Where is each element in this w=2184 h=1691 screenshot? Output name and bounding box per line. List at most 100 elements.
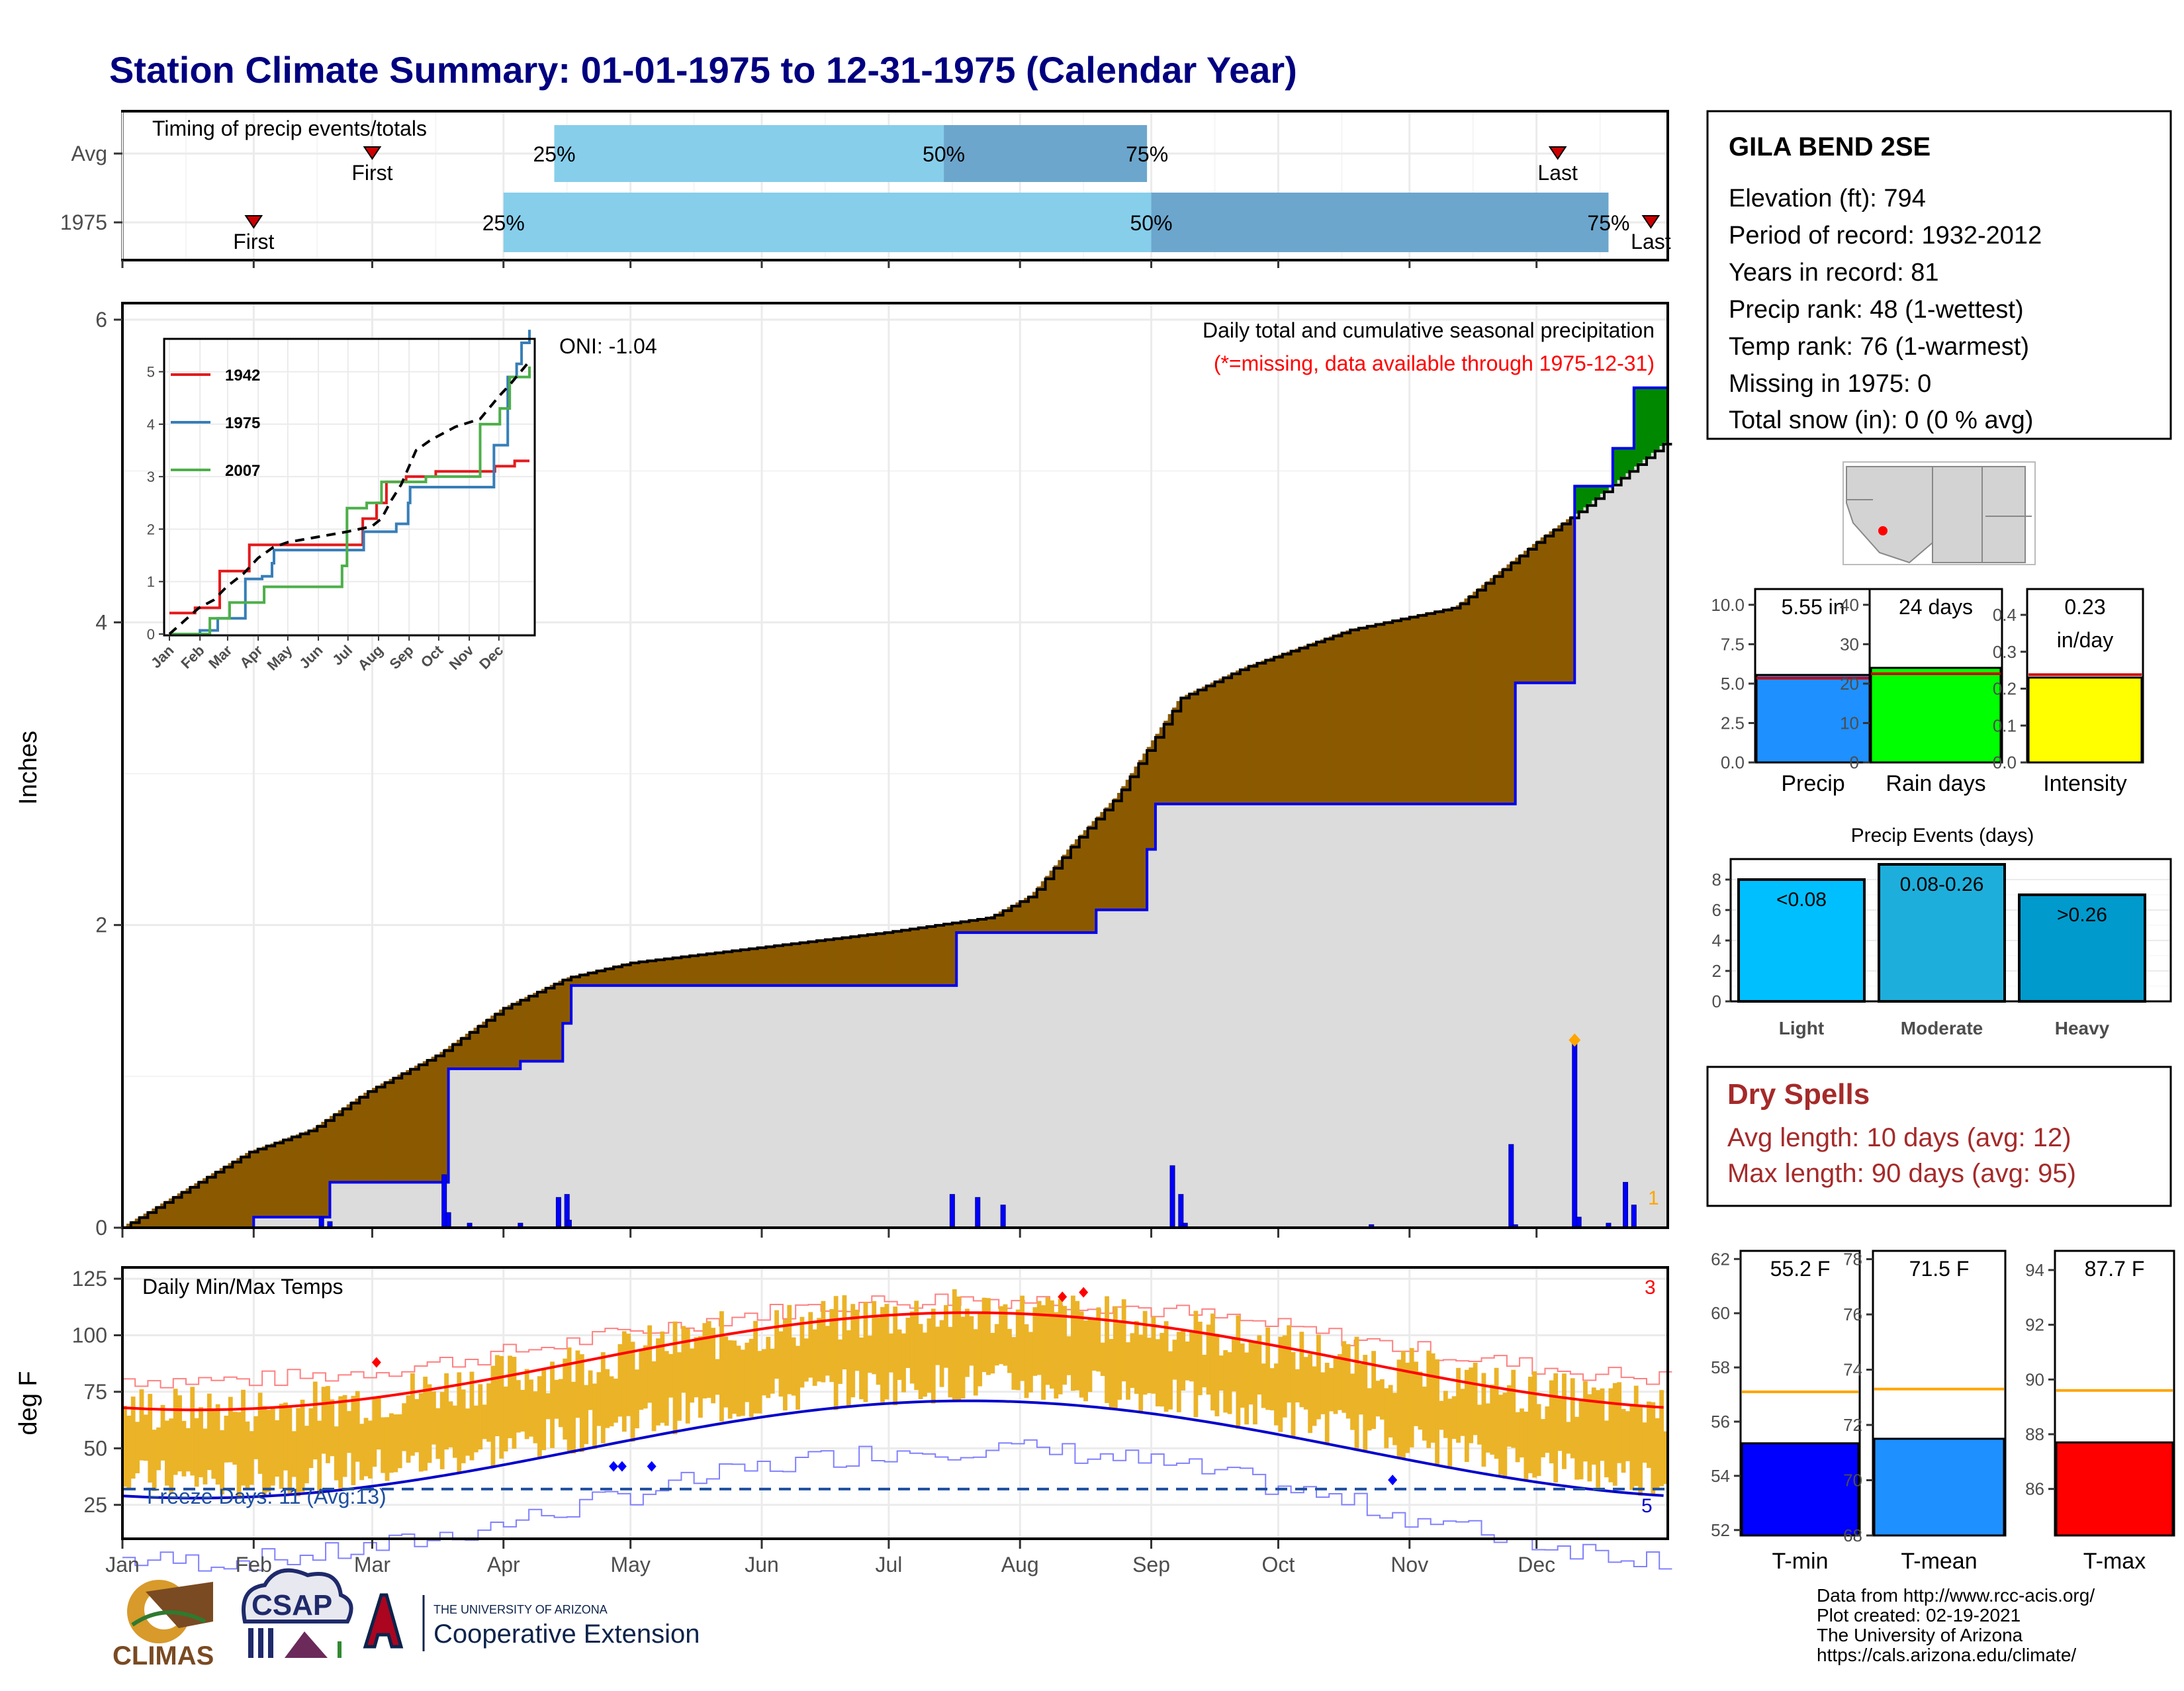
month-axis-label: Jan — [105, 1553, 140, 1577]
daily-temp-range-bar — [1079, 1311, 1084, 1398]
daily-temp-range-bar — [330, 1399, 335, 1457]
daily-temp-range-bar — [1218, 1355, 1224, 1391]
daily-temp-range-bar — [317, 1420, 322, 1495]
daily-temp-range-bar — [1596, 1390, 1601, 1488]
daily-temp-range-bar — [1214, 1334, 1220, 1416]
daily-temp-range-bar — [1612, 1383, 1617, 1486]
daily-temp-range-bar — [1545, 1406, 1550, 1453]
daily-temp-range-bar — [918, 1324, 923, 1399]
footer-line: Plot created: 02-19-2021 — [1817, 1605, 2021, 1625]
summary-value-label: 0.23 — [2064, 595, 2105, 619]
precip-events-bar-light — [1737, 878, 1866, 1003]
daily-temp-range-bar — [1054, 1312, 1059, 1399]
daily-temp-range-bar — [414, 1398, 420, 1453]
daily-temp-range-bar — [1223, 1349, 1228, 1413]
daily-temp-range-bar — [393, 1414, 398, 1473]
daily-temp-range-bar — [342, 1394, 347, 1477]
daily-temp-range-bar — [1498, 1394, 1503, 1475]
daily-temp-range-bar — [588, 1370, 593, 1410]
summary-y-tick-label: 0.0 — [1721, 753, 1745, 772]
temperature-panel: 25 50 75 100 125 Jan Feb Mar Apr May Jun Jul Aug Sep… — [15, 1266, 1672, 1577]
daily-temp-range-bar — [766, 1336, 771, 1398]
daily-temp-range-bar — [1227, 1352, 1232, 1414]
summary-y-tick-label: 0.1 — [1993, 715, 2017, 735]
daily-precip-bar — [1169, 1165, 1175, 1228]
daily-temp-range-bar — [609, 1376, 614, 1427]
summary-y-tick-label: 60 — [1711, 1303, 1730, 1323]
station-info-box: GILA BEND 2SE Elevation (ft): 794 Period… — [1706, 110, 2172, 440]
daily-temp-range-bar — [567, 1347, 572, 1451]
daily-temp-range-bar — [1536, 1404, 1541, 1477]
daily-temp-range-bar — [1532, 1371, 1537, 1478]
daily-temp-range-bar — [600, 1352, 606, 1443]
daily-temp-range-bar — [1007, 1328, 1012, 1373]
daily-temp-range-bar — [457, 1372, 462, 1473]
daily-temp-range-bar — [545, 1393, 551, 1420]
daily-max-marker — [1569, 1033, 1581, 1047]
events-y-tick-label: 8 — [1712, 870, 1721, 890]
daily-temp-range-bar — [791, 1337, 796, 1396]
daily-temp-range-bar — [1113, 1306, 1118, 1410]
daily-temp-range-bar — [1308, 1353, 1313, 1434]
inset-y-tick-label: 3 — [147, 469, 155, 485]
timeline-title: Timing of precip events/totals — [152, 116, 427, 140]
daily-temp-range-bar — [1045, 1297, 1050, 1385]
daily-temp-range-bar — [1028, 1332, 1033, 1393]
daily-temp-range-bar — [1299, 1332, 1304, 1408]
precip-events-bar-label: <0.08 — [1776, 889, 1827, 911]
daily-temp-range-bar — [152, 1430, 157, 1491]
daily-temp-range-bar — [1379, 1379, 1385, 1420]
daily-precip-bar — [949, 1194, 955, 1228]
daily-temp-range-bar — [520, 1390, 525, 1432]
daily-precip-bar — [1000, 1205, 1006, 1228]
daily-temp-range-bar — [1469, 1367, 1474, 1443]
summary-y-tick-label: 56 — [1711, 1412, 1730, 1432]
daily-temp-range-bar — [1604, 1420, 1609, 1478]
summary-value-bar — [1755, 674, 1871, 764]
station-snow: Total snow (in): 0 (0 % avg) — [1729, 406, 2033, 434]
daily-temp-range-bar — [1050, 1300, 1054, 1389]
observed-cumulative-line — [122, 386, 1668, 1229]
daily-temp-range-bar — [736, 1346, 741, 1417]
daily-temp-range-bar — [279, 1403, 284, 1489]
daily-precip-bar — [1178, 1194, 1184, 1228]
events-y-tick-label: 6 — [1712, 900, 1721, 920]
record-high-marker — [1058, 1291, 1068, 1303]
daily-temp-range-bar — [1405, 1362, 1410, 1453]
summary-y-tick-label: 94 — [2025, 1260, 2044, 1280]
inset-legend-label: 1975 — [225, 414, 260, 432]
climas-logo: CLIMAS — [113, 1580, 214, 1670]
timeline-bar-25-50 — [503, 193, 1152, 252]
daily-temp-range-bar — [639, 1349, 644, 1410]
daily-temp-range-bar — [541, 1368, 547, 1451]
daily-temp-range-bar — [452, 1405, 457, 1458]
daily-temp-range-bar — [643, 1345, 648, 1409]
daily-temp-range-bar — [1625, 1411, 1630, 1461]
daily-temp-range-bar — [1443, 1391, 1448, 1438]
precip-events-category: Light — [1779, 1018, 1824, 1038]
daily-temp-range-bar — [1126, 1342, 1130, 1400]
daily-temp-range-bar — [1087, 1318, 1093, 1393]
summary-value-label: 5.55 in — [1781, 595, 1844, 619]
daily-temp-range-bar — [948, 1326, 953, 1398]
daily-temp-range-bar — [473, 1405, 478, 1453]
record-low-marker — [609, 1461, 619, 1472]
daily-temp-range-bar — [876, 1317, 881, 1385]
events-y-tick-label: 4 — [1712, 931, 1721, 950]
daily-temp-range-bar — [833, 1296, 839, 1410]
events-y-tick-label: 0 — [1712, 991, 1721, 1011]
daily-temp-range-bar — [554, 1379, 559, 1419]
daily-temp-range-bar — [1202, 1354, 1207, 1388]
summary-y-tick-label: 10 — [1840, 713, 1859, 733]
daily-temp-range-bar — [427, 1384, 432, 1463]
daily-temp-range-bar — [1232, 1337, 1236, 1392]
page-title: Station Climate Summary: 01-01-1975 to 1… — [109, 49, 1297, 91]
daily-temp-range-bar — [969, 1316, 974, 1366]
daily-temp-range-bar — [245, 1421, 250, 1490]
timeline-first-marker — [363, 146, 382, 160]
daily-temp-range-bar — [681, 1326, 686, 1393]
summary-y-tick-label: 30 — [1840, 634, 1859, 654]
footer-line: The University of Arizona — [1817, 1625, 2023, 1645]
daily-temp-range-bar — [211, 1408, 216, 1479]
